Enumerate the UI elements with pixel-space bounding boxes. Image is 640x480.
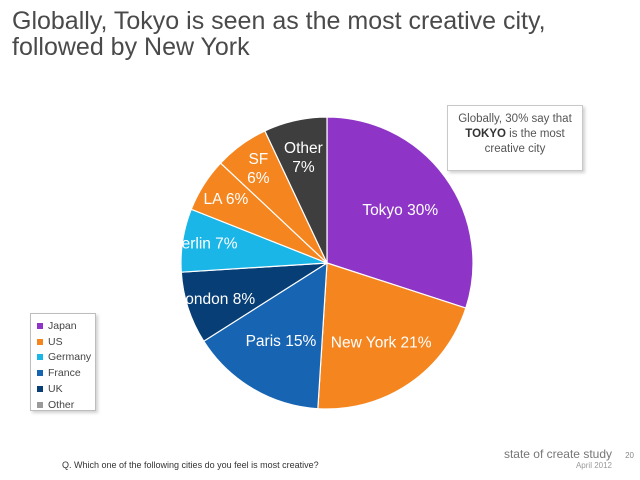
pie-slices: [180, 116, 474, 410]
title-line-2: followed by New York: [12, 33, 250, 61]
legend-item: UK: [37, 381, 95, 397]
pie-label-sf: SF 6%: [247, 151, 270, 187]
legend-label: Germany: [48, 351, 92, 364]
pie-slice-other: [264, 116, 328, 264]
pie-slice-new-york: [317, 262, 467, 410]
page-number: 20: [625, 451, 634, 460]
legend: Japan US Germany France UK Other: [30, 313, 96, 411]
legend-label: Other: [48, 398, 75, 411]
pie-labels: Tokyo 30% New York 21% Paris 15% London 8% B…: [171, 140, 438, 352]
pie-label-other: Other 7%: [284, 140, 323, 176]
legend-label: Japan: [48, 319, 77, 332]
brand-date: April 2012: [575, 461, 612, 470]
legend-label: US: [48, 335, 63, 348]
legend-label: France: [48, 367, 81, 380]
pie-slice-tokyo: [326, 116, 474, 309]
pie-label-la: LA 6%: [204, 191, 249, 208]
legend-swatch: [37, 322, 43, 329]
callout-pre: Globally, 30% say that: [458, 113, 572, 125]
brand-footer: state of create study April 2012: [504, 448, 612, 472]
legend-item: France: [37, 365, 95, 381]
callout-box: Globally, 30% say that TOKYO is the most…: [447, 105, 583, 171]
pie-label-berlin: Berlin 7%: [171, 236, 238, 253]
pie-label-new-york: New York 21%: [331, 335, 432, 352]
legend-item: Japan: [37, 318, 95, 334]
legend-item: Germany: [37, 350, 95, 366]
title-line-1: Globally, Tokyo is seen as the most crea…: [12, 7, 546, 35]
legend-swatch: [37, 386, 43, 393]
legend-swatch: [37, 354, 43, 361]
brand-name: state of create study: [503, 447, 612, 461]
legend-item: Other: [37, 397, 95, 413]
pie-label-paris: Paris 15%: [246, 333, 317, 350]
legend-swatch: [37, 338, 43, 345]
pie-label-tokyo: Tokyo 30%: [362, 202, 438, 219]
callout-bold: TOKYO: [465, 128, 506, 140]
legend-label: UK: [48, 383, 63, 396]
page-title: Globally, Tokyo is seen as the most crea…: [12, 8, 612, 60]
legend-swatch: [37, 370, 43, 377]
callout-post: is the most creative city: [484, 128, 565, 155]
survey-question: Q. Which one of the following cities do …: [62, 460, 319, 470]
pie-label-london: London 8%: [177, 291, 256, 308]
legend-swatch: [37, 401, 43, 408]
pie-slice-paris: [202, 261, 328, 410]
legend-item: US: [37, 334, 95, 350]
